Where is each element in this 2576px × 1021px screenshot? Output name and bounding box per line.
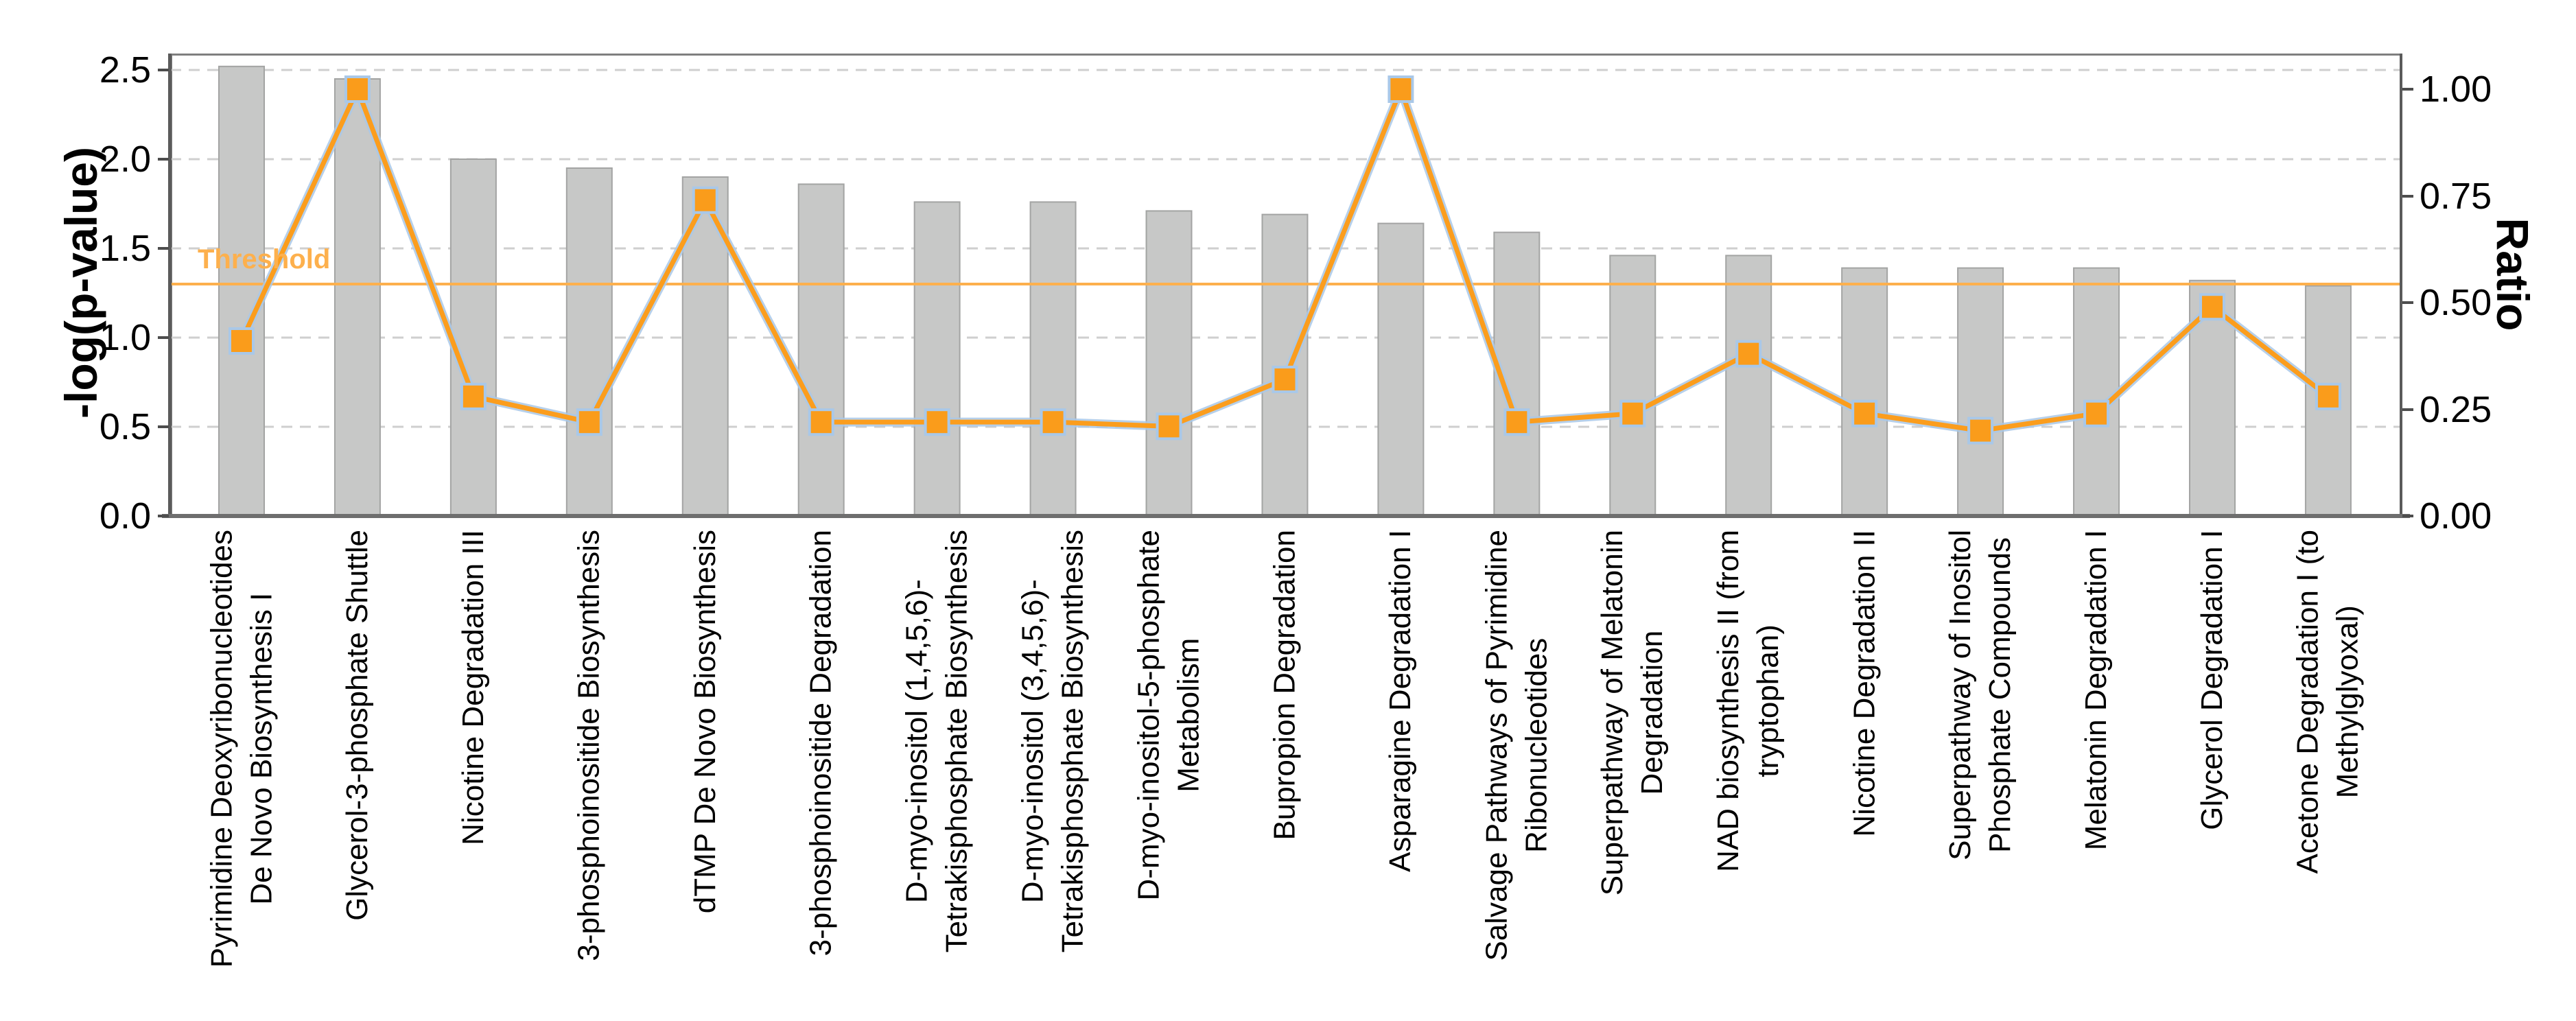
left-tick-mark	[158, 247, 169, 250]
category-label-0: Pyrimidine Deoxyribonucleotides De Novo B…	[204, 530, 278, 968]
ratio-marker-8	[1156, 412, 1182, 441]
left-tick-mark	[158, 69, 169, 71]
category-label-9: Bupropion Degradation	[1267, 530, 1302, 841]
bar-8	[1145, 210, 1193, 516]
bar-14	[1841, 267, 1888, 516]
right-tick-label: 0.25	[2420, 388, 2492, 430]
category-label-12: Superpathway of Melatonin Degradation	[1595, 530, 1670, 896]
ratio-marker-4	[692, 186, 718, 214]
category-label-4: dTMP De Novo Biosynthesis	[688, 530, 722, 914]
category-label-13: NAD biosynthesis II (from tryptophan)	[1711, 530, 1785, 872]
bar-7	[1029, 201, 1077, 516]
right-tick-mark	[2402, 515, 2413, 517]
left-tick-label: 2.5	[99, 49, 151, 91]
ratio-marker-12	[1619, 399, 1646, 427]
category-label-5: 3-phosphoinositide Degradation	[804, 530, 838, 957]
right-tick-label: 0.75	[2420, 175, 2492, 217]
ratio-marker-10	[1387, 75, 1414, 103]
ratio-marker-2	[460, 382, 487, 410]
right-tick-mark	[2402, 301, 2413, 304]
bar-0	[218, 65, 265, 516]
category-label-18: Acetone Degradation I (to Methylglyoxal)	[2291, 530, 2365, 874]
bar-12	[1609, 255, 1656, 516]
bar-16	[2073, 267, 2120, 516]
ratio-marker-1	[344, 75, 371, 103]
right-axis-line	[2400, 54, 2402, 517]
category-label-11: Salvage Pathways of Pyrimidine Ribonucleo…	[1479, 530, 1554, 961]
category-label-2: Nicotine Degradation III	[456, 530, 490, 845]
category-label-16: Melatonin Degradation I	[2079, 530, 2114, 851]
category-label-3: 3-phosphoinositide Biosynthesis	[572, 530, 606, 961]
bar-9	[1261, 213, 1309, 516]
bar-5	[797, 183, 845, 516]
bar-6	[913, 201, 961, 516]
category-label-7: D-myo-inositol (3,4,5,6)- Tetrakisphospha…	[1016, 530, 1090, 953]
left-tick-label: 2.0	[99, 139, 151, 180]
left-axis-title: -log(p-value)	[56, 147, 106, 419]
right-tick-mark	[2402, 88, 2413, 91]
category-label-10: Asparagine Degradation I	[1383, 530, 1418, 872]
right-tick-label: 1.00	[2420, 69, 2492, 110]
threshold-label: Threshold	[198, 244, 331, 274]
left-tick-label: 1.0	[99, 317, 151, 358]
category-label-14: Nicotine Degradation II	[1847, 530, 1882, 837]
left-tick-mark	[158, 515, 169, 517]
left-axis-line	[168, 54, 172, 517]
ratio-marker-6	[924, 408, 950, 436]
ratio-marker-0	[229, 327, 255, 355]
ratio-marker-3	[576, 408, 602, 436]
ratio-marker-14	[1851, 399, 1878, 427]
ratio-marker-11	[1503, 408, 1530, 436]
bar-3	[565, 167, 613, 516]
left-tick-label: 1.5	[99, 228, 151, 269]
bar-10	[1377, 222, 1425, 516]
ratio-marker-17	[2199, 293, 2225, 321]
ratio-marker-7	[1040, 408, 1066, 436]
plot-canvas	[170, 65, 2402, 516]
category-label-1: Glycerol-3-phosphate Shuttle	[340, 530, 374, 921]
ratio-marker-5	[808, 408, 834, 436]
bar-15	[1957, 267, 2004, 516]
left-tick-label: 0.0	[99, 495, 151, 537]
category-label-15: Superpathway of Inositol Phosphate Compou…	[1943, 530, 2017, 860]
ratio-marker-13	[1735, 340, 1762, 368]
right-tick-label: 0.00	[2420, 495, 2492, 537]
ratio-marker-16	[2083, 399, 2110, 427]
category-label-8: D-myo-inositol-5-phosphate Metabolism	[1132, 530, 1206, 901]
ratio-marker-18	[2315, 382, 2341, 410]
right-tick-mark	[2402, 408, 2413, 411]
left-tick-label: 0.5	[99, 406, 151, 447]
left-tick-mark	[158, 158, 169, 161]
left-tick-mark	[158, 425, 169, 428]
category-label-17: Glycerol Degradation I	[2194, 530, 2229, 830]
x-axis-line	[162, 514, 2410, 518]
right-tick-mark	[2402, 194, 2413, 198]
bar-13	[1725, 255, 1772, 516]
ratio-marker-15	[1967, 416, 1994, 445]
left-tick-mark	[158, 336, 169, 339]
bar-2	[449, 159, 497, 516]
bar-1	[333, 78, 381, 516]
right-tick-label: 0.50	[2420, 282, 2492, 323]
category-label-6: D-myo-inositol (1,4,5,6)- Tetrakisphospha…	[900, 530, 974, 953]
ratio-marker-9	[1272, 365, 1298, 393]
